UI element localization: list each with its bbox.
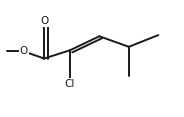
Text: Cl: Cl	[65, 79, 75, 89]
Text: O: O	[20, 46, 28, 57]
Text: O: O	[40, 16, 48, 26]
